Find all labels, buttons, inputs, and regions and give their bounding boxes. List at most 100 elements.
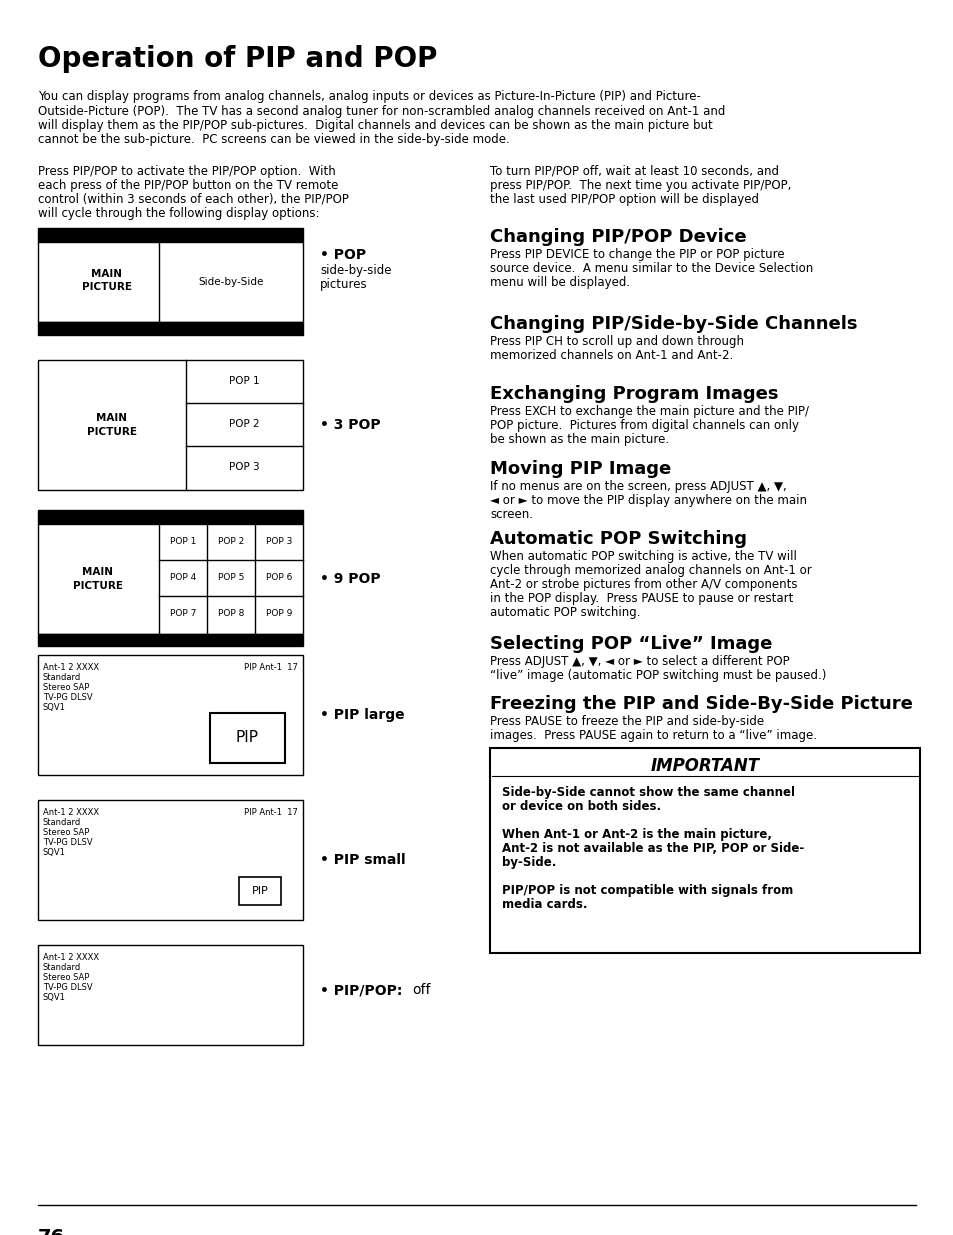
Text: When automatic POP switching is active, the TV will: When automatic POP switching is active, … [490, 550, 796, 563]
Text: POP 9: POP 9 [266, 610, 292, 619]
Text: • PIP large: • PIP large [319, 708, 404, 722]
Text: PIP: PIP [252, 885, 268, 897]
Text: Exchanging Program Images: Exchanging Program Images [490, 385, 778, 403]
Text: POP 4: POP 4 [170, 573, 196, 583]
Bar [38, 524, 303, 634]
Text: “live” image (automatic POP switching must be paused.): “live” image (automatic POP switching mu… [490, 669, 825, 682]
Text: Standard: Standard [43, 963, 81, 972]
Text: press PIP/POP.  The next time you activate PIP/POP,: press PIP/POP. The next time you activat… [490, 179, 791, 191]
Text: off: off [412, 983, 430, 997]
Bar [38, 945, 303, 1045]
Bar [210, 713, 285, 763]
Text: Ant-1 2 XXXX: Ant-1 2 XXXX [43, 808, 99, 818]
Text: POP 7: POP 7 [170, 610, 196, 619]
Text: POP 1: POP 1 [170, 537, 196, 547]
Text: the last used PIP/POP option will be displayed: the last used PIP/POP option will be dis… [490, 193, 759, 206]
Text: cannot be the sub-picture.  PC screens can be viewed in the side-by-side mode.: cannot be the sub-picture. PC screens ca… [38, 133, 509, 147]
Text: Standard: Standard [43, 818, 81, 827]
Text: images.  Press PAUSE again to return to a “live” image.: images. Press PAUSE again to return to a… [490, 729, 816, 742]
Text: pictures: pictures [319, 278, 367, 291]
Text: • PIP/POP:: • PIP/POP: [319, 983, 402, 997]
Text: POP 5: POP 5 [217, 573, 244, 583]
Text: POP 3: POP 3 [266, 537, 292, 547]
Text: Stereo SAP: Stereo SAP [43, 973, 90, 982]
Text: MAIN: MAIN [82, 567, 113, 577]
Text: PICTURE: PICTURE [73, 580, 123, 592]
Bar [38, 242, 303, 322]
Bar [38, 359, 303, 490]
Text: SQV1: SQV1 [43, 703, 66, 713]
Text: Stereo SAP: Stereo SAP [43, 683, 90, 692]
Text: Ant-2 or strobe pictures from other A/V components: Ant-2 or strobe pictures from other A/V … [490, 578, 797, 592]
Bar [38, 322, 303, 335]
Text: each press of the PIP/POP button on the TV remote: each press of the PIP/POP button on the … [38, 179, 338, 191]
Text: IMPORTANT: IMPORTANT [650, 757, 759, 776]
Text: If no menus are on the screen, press ADJUST ▲, ▼,: If no menus are on the screen, press ADJ… [490, 480, 786, 493]
Bar [38, 510, 303, 524]
Text: Selecting POP “Live” Image: Selecting POP “Live” Image [490, 635, 772, 653]
Text: media cards.: media cards. [501, 898, 587, 911]
Text: source device.  A menu similar to the Device Selection: source device. A menu similar to the Dev… [490, 262, 812, 275]
Text: PIP Ant-1  17: PIP Ant-1 17 [244, 663, 297, 672]
Text: Press PIP CH to scroll up and down through: Press PIP CH to scroll up and down throu… [490, 335, 743, 348]
Bar [38, 655, 303, 776]
Text: Ant-2 is not available as the PIP, POP or Side-: Ant-2 is not available as the PIP, POP o… [501, 842, 803, 855]
Text: • 3 POP: • 3 POP [319, 417, 380, 432]
Text: Stereo SAP: Stereo SAP [43, 827, 90, 837]
Text: MAIN: MAIN [91, 269, 122, 279]
Text: Standard: Standard [43, 673, 81, 682]
Text: POP picture.  Pictures from digital channels can only: POP picture. Pictures from digital chann… [490, 419, 799, 432]
Text: memorized channels on Ant-1 and Ant-2.: memorized channels on Ant-1 and Ant-2. [490, 350, 733, 362]
Text: Press PIP DEVICE to change the PIP or POP picture: Press PIP DEVICE to change the PIP or PO… [490, 248, 783, 261]
Text: SQV1: SQV1 [43, 993, 66, 1002]
Text: • POP: • POP [319, 248, 366, 262]
Text: be shown as the main picture.: be shown as the main picture. [490, 433, 668, 446]
Text: Press ADJUST ▲, ▼, ◄ or ► to select a different POP: Press ADJUST ▲, ▼, ◄ or ► to select a di… [490, 655, 789, 668]
Text: To turn PIP/POP off, wait at least 10 seconds, and: To turn PIP/POP off, wait at least 10 se… [490, 165, 779, 178]
Text: 76: 76 [38, 1228, 65, 1235]
Text: You can display programs from analog channels, analog inputs or devices as Pictu: You can display programs from analog cha… [38, 90, 700, 103]
Text: will cycle through the following display options:: will cycle through the following display… [38, 207, 319, 220]
Bar [38, 800, 303, 920]
Text: in the POP display.  Press PAUSE to pause or restart: in the POP display. Press PAUSE to pause… [490, 592, 793, 605]
Text: TV-PG DLSV: TV-PG DLSV [43, 693, 92, 701]
Text: ◄ or ► to move the PIP display anywhere on the main: ◄ or ► to move the PIP display anywhere … [490, 494, 806, 508]
Text: Moving PIP Image: Moving PIP Image [490, 459, 671, 478]
Text: TV-PG DLSV: TV-PG DLSV [43, 839, 92, 847]
Text: menu will be displayed.: menu will be displayed. [490, 275, 630, 289]
Text: PIP: PIP [235, 730, 258, 746]
Text: screen.: screen. [490, 508, 533, 521]
Text: Outside-Picture (POP).  The TV has a second analog tuner for non-scrambled analo: Outside-Picture (POP). The TV has a seco… [38, 105, 724, 117]
Text: Operation of PIP and POP: Operation of PIP and POP [38, 44, 436, 73]
Text: PIP/POP is not compatible with signals from: PIP/POP is not compatible with signals f… [501, 884, 792, 897]
Text: POP 3: POP 3 [229, 462, 259, 472]
Text: Press EXCH to exchange the main picture and the PIP/: Press EXCH to exchange the main picture … [490, 405, 808, 417]
Text: POP 6: POP 6 [266, 573, 292, 583]
Text: PICTURE: PICTURE [87, 427, 137, 437]
Bar [239, 877, 281, 905]
Text: by-Side.: by-Side. [501, 856, 556, 869]
Text: Side-by-Side cannot show the same channel: Side-by-Side cannot show the same channe… [501, 785, 794, 799]
Text: PIP Ant-1  17: PIP Ant-1 17 [244, 808, 297, 818]
Text: PICTURE: PICTURE [82, 282, 132, 291]
Text: POP 2: POP 2 [217, 537, 244, 547]
Text: Changing PIP/Side-by-Side Channels: Changing PIP/Side-by-Side Channels [490, 315, 857, 333]
Text: or device on both sides.: or device on both sides. [501, 800, 660, 813]
Bar [490, 748, 919, 953]
Text: SQV1: SQV1 [43, 848, 66, 857]
Text: POP 2: POP 2 [229, 419, 259, 429]
Text: POP 8: POP 8 [217, 610, 244, 619]
Text: Ant-1 2 XXXX: Ant-1 2 XXXX [43, 953, 99, 962]
Text: • PIP small: • PIP small [319, 853, 405, 867]
Bar [38, 634, 303, 646]
Text: control (within 3 seconds of each other), the PIP/POP: control (within 3 seconds of each other)… [38, 193, 349, 206]
Text: Press PIP/POP to activate the PIP/POP option.  With: Press PIP/POP to activate the PIP/POP op… [38, 165, 335, 178]
Text: cycle through memorized analog channels on Ant-1 or: cycle through memorized analog channels … [490, 564, 811, 577]
Text: Automatic POP Switching: Automatic POP Switching [490, 530, 746, 548]
Text: automatic POP switching.: automatic POP switching. [490, 606, 639, 619]
Text: Press PAUSE to freeze the PIP and side-by-side: Press PAUSE to freeze the PIP and side-b… [490, 715, 763, 727]
Text: Side-by-Side: Side-by-Side [198, 277, 263, 287]
Text: POP 1: POP 1 [229, 375, 259, 387]
Text: • 9 POP: • 9 POP [319, 572, 380, 585]
Text: Ant-1 2 XXXX: Ant-1 2 XXXX [43, 663, 99, 672]
